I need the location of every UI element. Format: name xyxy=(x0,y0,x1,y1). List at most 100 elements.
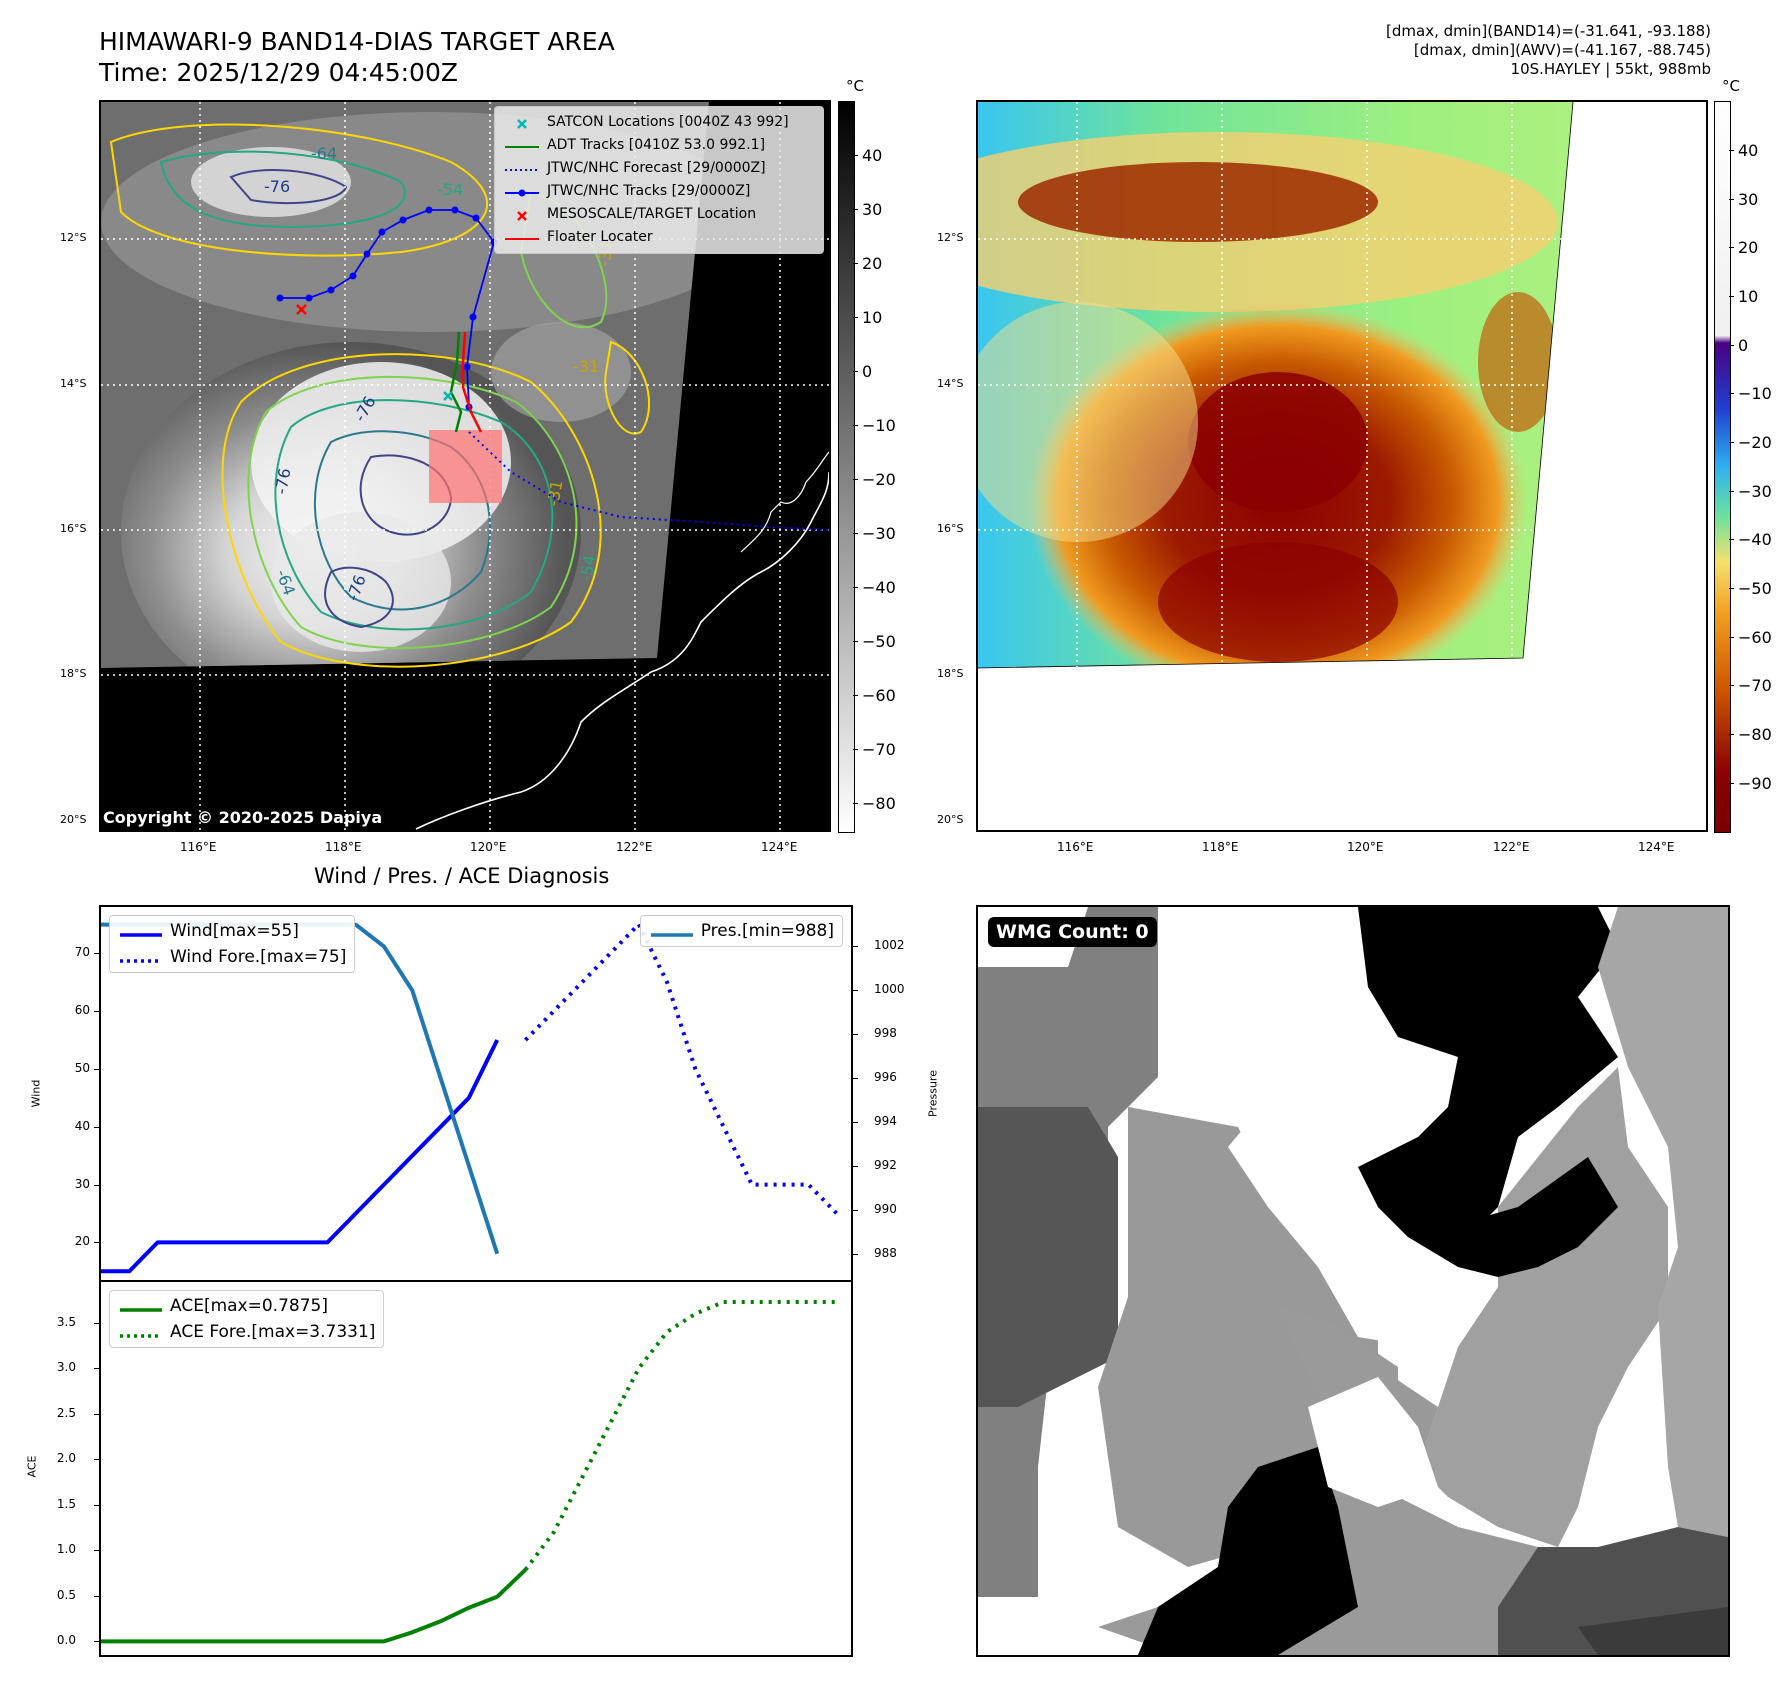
lon-label: 122°E xyxy=(1493,840,1530,854)
wind-tick-label: 70 xyxy=(74,945,90,960)
legend-item-pressure: Pres.[min=988] xyxy=(649,918,834,944)
lat-label: 18°S xyxy=(60,667,87,680)
contour-label: -64 xyxy=(311,144,337,163)
ace-legend: ACE[max=0.7875] ACE Fore.[max=3.7331] xyxy=(109,1290,385,1348)
legend-item-ace: ACE[max=0.7875] xyxy=(118,1293,375,1319)
dotted-line-icon xyxy=(503,162,541,176)
legend-item-jtwc-tracks: JTWC/NHC Tracks [29/0000Z] xyxy=(503,180,815,203)
copyright: Copyright © 2020-2025 Dapiya xyxy=(103,808,383,827)
legend-label: Wind[max=55] xyxy=(170,921,299,941)
map-legend: SATCON Locations [0040Z 43 992] ADT Trac… xyxy=(494,106,824,254)
awv-colorbar-unit: °C xyxy=(1722,77,1740,95)
pressure-tick-mark xyxy=(853,1034,858,1036)
ace-tick-mark xyxy=(94,1413,99,1415)
lon-label: 120°E xyxy=(1347,840,1384,854)
contour-label: -76 xyxy=(264,177,290,196)
pressure-tick-label: 994 xyxy=(874,1114,897,1129)
colorbar-tick: −80 xyxy=(1729,725,1772,744)
ace-plot xyxy=(101,1300,837,1644)
series-line-1-1 xyxy=(523,1300,837,1571)
contour-label: -31 xyxy=(573,357,599,376)
legend-label: ACE[max=0.7875] xyxy=(170,1296,328,1316)
colorbar-tick: 10 xyxy=(1728,287,1759,306)
contour-label: -54 xyxy=(576,554,599,583)
wind-tick-label: 60 xyxy=(74,1003,90,1018)
lat-label: 20°S xyxy=(60,813,87,826)
pressure-tick-label: 990 xyxy=(874,1201,897,1216)
legend-item-jtwc-forecast: JTWC/NHC Forecast [29/0000Z] xyxy=(503,157,815,180)
wind-legend: Wind[max=55] Wind Fore.[max=75] xyxy=(109,915,356,973)
legend-label: SATCON Locations [0040Z 43 992] xyxy=(547,114,789,130)
colorbar-tick: 20 xyxy=(1728,238,1759,257)
lat-label: 14°S xyxy=(937,377,964,390)
legend-label: JTWC/NHC Tracks [29/0000Z] xyxy=(547,183,751,199)
lat-label: 18°S xyxy=(937,667,964,680)
colorbar-tick: 40 xyxy=(1728,141,1759,160)
wmg-image xyxy=(978,907,1728,1655)
ace-tick-label: 3.0 xyxy=(56,1360,76,1375)
lon-label: 118°E xyxy=(1202,840,1239,854)
colorbar-tick: −60 xyxy=(1729,628,1772,647)
pressure-axis-title: Pressure xyxy=(926,1070,940,1117)
pressure-tick-mark xyxy=(853,990,858,992)
colorbar-tick: 0 xyxy=(852,362,873,381)
figure-title: HIMAWARI-9 BAND14-DIAS TARGET AREA Time:… xyxy=(99,26,615,88)
x-marker-icon xyxy=(503,208,541,222)
colorbar-tick: −40 xyxy=(1729,530,1772,549)
line-icon xyxy=(503,231,541,245)
awv-map-panel xyxy=(976,100,1708,832)
line-icon xyxy=(503,139,541,153)
pressure-tick-label: 1002 xyxy=(874,938,905,953)
series-line-0-1 xyxy=(524,922,839,1215)
legend-label: JTWC/NHC Forecast [29/0000Z] xyxy=(547,160,766,176)
lon-label: 116°E xyxy=(180,840,217,854)
lon-label: 124°E xyxy=(1638,840,1675,854)
pressure-tick-mark xyxy=(853,1122,858,1124)
wind-axis-title: Wind xyxy=(29,1079,43,1108)
colorbar-tick: 30 xyxy=(852,200,883,219)
legend-item-wind-forecast: Wind Fore.[max=75] xyxy=(118,944,346,970)
colorbar-tick: −80 xyxy=(853,794,896,813)
colorbar-tick: 30 xyxy=(1728,190,1759,209)
colorbar-tick: −20 xyxy=(1729,433,1772,452)
wmg-panel xyxy=(976,905,1730,1657)
ace-tick-mark xyxy=(94,1459,99,1461)
wmg-count-badge: WMG Count: 0 xyxy=(988,917,1157,947)
stats-awv: [dmax, dmin](AWV)=(-41.167, -88.745) xyxy=(1413,41,1711,59)
ir-map-panel: -76 -76 -76 -76 -64 -64 -54 -54 -31 -31 … xyxy=(99,100,831,832)
pressure-legend: Pres.[min=988] xyxy=(639,915,843,947)
legend-item-adt: ADT Tracks [0410Z 53.0 992.1] xyxy=(503,134,815,157)
colorbar-tick: −10 xyxy=(853,416,896,435)
colorbar-tick: −70 xyxy=(853,740,896,759)
line-dot-icon xyxy=(503,185,541,199)
wind-tick-label: 40 xyxy=(74,1118,90,1133)
colorbar-tick: −60 xyxy=(853,686,896,705)
ace-tick-mark xyxy=(94,1595,99,1597)
wind-tick-label: 30 xyxy=(74,1176,90,1191)
legend-item-ace-forecast: ACE Fore.[max=3.7331] xyxy=(118,1319,375,1345)
pressure-tick-label: 988 xyxy=(874,1245,897,1260)
series-line-0-0 xyxy=(101,1039,499,1274)
pressure-tick-label: 998 xyxy=(874,1026,897,1041)
ace-tick-mark xyxy=(94,1641,99,1643)
legend-label: ADT Tracks [0410Z 53.0 992.1] xyxy=(547,137,766,153)
awv-colorbar xyxy=(1714,101,1731,833)
colorbar-tick: −20 xyxy=(853,470,896,489)
line-icon xyxy=(118,1299,164,1313)
colorbar-tick: 10 xyxy=(852,308,883,327)
pressure-tick-label: 1000 xyxy=(874,982,905,997)
colorbar-tick: −30 xyxy=(1729,482,1772,501)
lat-label: 20°S xyxy=(937,813,964,826)
lat-label: 16°S xyxy=(60,522,87,535)
title-satellite: HIMAWARI-9 BAND14-DIAS TARGET AREA xyxy=(99,27,615,56)
colorbar-tick: −90 xyxy=(1729,774,1772,793)
legend-item-floater: Floater Locater xyxy=(503,226,815,249)
legend-label: MESOSCALE/TARGET Location xyxy=(547,206,757,222)
legend-label: ACE Fore.[max=3.7331] xyxy=(170,1322,376,1342)
pressure-tick-mark xyxy=(853,1209,858,1211)
lat-label: 16°S xyxy=(937,522,964,535)
line-icon xyxy=(118,924,164,938)
wind-tick-mark xyxy=(94,1068,99,1070)
lat-label: 12°S xyxy=(60,231,87,244)
colorbar-tick: −40 xyxy=(853,578,896,597)
